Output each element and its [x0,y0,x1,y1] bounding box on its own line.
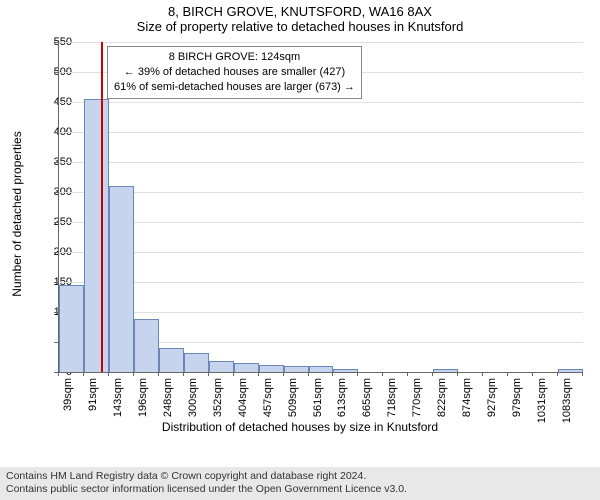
histogram-bar [59,285,84,372]
x-tick-mark [108,372,109,376]
annotation-box: 8 BIRCH GROVE: 124sqm ← 39% of detached … [107,46,362,99]
x-tick-mark [283,372,284,376]
x-tick-mark [482,372,483,376]
annotation-line3: 61% of semi-detached houses are larger (… [114,80,355,95]
indicator-line-element [101,42,103,372]
grid-line [59,162,583,163]
x-axis-title: Distribution of detached houses by size … [0,420,600,434]
x-tick-mark [507,372,508,376]
grid-line [59,192,583,193]
grid-line [59,132,583,133]
x-tick-mark [557,372,558,376]
x-tick-mark [58,372,59,376]
histogram-bar [558,369,583,372]
x-tick-mark [407,372,408,376]
x-tick-mark [532,372,533,376]
title-subtitle: Size of property relative to detached ho… [0,19,600,34]
x-tick-mark [308,372,309,376]
x-tick-mark [357,372,358,376]
grid-line [59,222,583,223]
histogram-bar [309,366,334,372]
annotation-line1: 8 BIRCH GROVE: 124sqm [114,50,355,65]
grid-line [59,42,583,43]
histogram-bar [184,353,209,372]
annotation-line2: ← 39% of detached houses are smaller (42… [114,65,355,80]
x-tick-mark [382,372,383,376]
histogram-bar [84,99,109,372]
footer-line1: Contains HM Land Registry data © Crown c… [6,470,594,484]
grid-line [59,252,583,253]
grid-line [59,312,583,313]
title-address: 8, BIRCH GROVE, KNUTSFORD, WA16 8AX [0,4,600,19]
histogram-bar [159,348,184,372]
chart-container: 8, BIRCH GROVE, KNUTSFORD, WA16 8AX Size… [0,0,600,500]
histogram-bar [234,363,259,372]
x-tick-mark [158,372,159,376]
chart-wrap: Number of detached properties 0501001502… [0,36,600,440]
histogram-bar [284,366,309,372]
histogram-bar [259,365,284,372]
histogram-bar [333,369,358,372]
x-tick-mark [133,372,134,376]
footer-line2: Contains public sector information licen… [6,483,594,497]
x-tick-mark [457,372,458,376]
histogram-bar [109,186,134,372]
grid-line [59,102,583,103]
y-axis-label: Number of detached properties [10,12,26,416]
x-tick-mark [183,372,184,376]
histogram-bar [134,319,159,372]
histogram-bar [433,369,458,372]
x-tick-mark [332,372,333,376]
x-tick-mark [233,372,234,376]
footer: Contains HM Land Registry data © Crown c… [0,467,600,500]
plot-area: 8 BIRCH GROVE: 124sqm ← 39% of detached … [58,42,583,373]
x-tick-mark [582,372,583,376]
x-tick-mark [258,372,259,376]
grid-line [59,282,583,283]
titles-block: 8, BIRCH GROVE, KNUTSFORD, WA16 8AX Size… [0,0,600,34]
x-tick-mark [208,372,209,376]
histogram-bar [209,361,234,372]
x-tick-mark [432,372,433,376]
x-tick-mark [83,372,84,376]
